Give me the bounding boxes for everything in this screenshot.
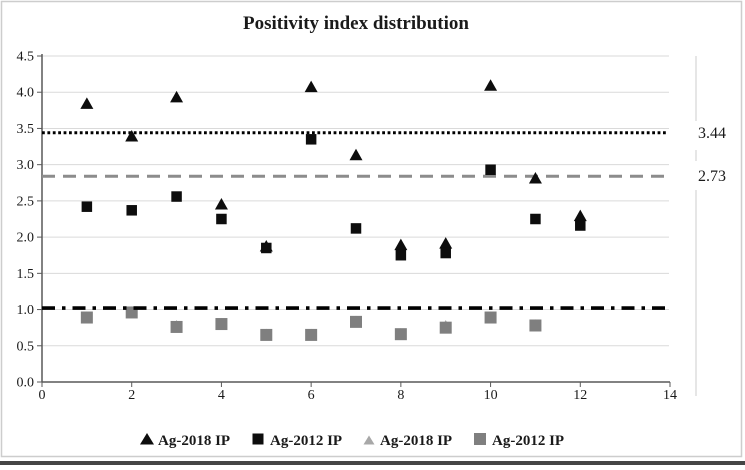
x-tick-label: 12	[573, 388, 587, 403]
data-point-series0	[528, 171, 542, 184]
data-point-series0	[484, 79, 498, 91]
data-point-series0	[80, 97, 94, 109]
data-point-series1	[81, 201, 93, 212]
data-point-series3	[484, 311, 497, 324]
data-point-series0	[349, 148, 363, 161]
x-tick-label: 10	[484, 388, 498, 403]
ref-line-label-273: 2.73	[698, 168, 726, 185]
x-tick-label: 14	[663, 388, 677, 403]
y-tick-label: 1.0	[17, 303, 35, 318]
data-point-series3	[170, 320, 183, 333]
legend-marker-black-square-icon	[252, 433, 264, 445]
legend: Ag-2018 IP Ag-2012 IP Ag-2018 IP Ag-2012…	[140, 433, 564, 449]
data-point-series1	[350, 223, 362, 234]
data-point-series3	[394, 328, 407, 341]
data-point-series1	[575, 220, 586, 231]
data-point-series3	[529, 319, 542, 332]
data-point-series0	[304, 80, 318, 93]
data-point-series3	[350, 315, 362, 328]
data-point-series1	[126, 205, 137, 216]
data-point-series1	[216, 213, 227, 225]
data-point-series3	[215, 318, 228, 331]
data-point-series0	[439, 237, 453, 249]
data-point-series0	[214, 198, 228, 210]
legend-label-ag2018-gray: Ag-2018 IP	[380, 433, 452, 449]
data-point-series3	[305, 328, 318, 341]
data-point-series3	[80, 311, 93, 324]
tick-labels: 0.0 0.5 1.0 1.5 2.0 2.5 3.0 3.5 4.0 4.5 0 2 4 6 8 10 12 1…	[17, 50, 678, 404]
legend-label-ag2018-black: Ag-2018 IP	[158, 433, 230, 449]
data-point-series1	[395, 249, 407, 261]
figure-bottom-edge	[0, 461, 745, 465]
y-tick-label: 3.0	[17, 158, 35, 173]
y-tick-label: 2.0	[17, 231, 35, 246]
x-tick-label: 0	[39, 388, 46, 403]
y-tick-label: 4.0	[17, 86, 35, 101]
data-point-series0	[394, 238, 408, 251]
data-point-series0	[125, 129, 139, 142]
black-series-layer	[80, 79, 587, 261]
data-point-series0	[573, 209, 587, 222]
x-tick-label: 4	[218, 388, 225, 403]
gray-series-layer	[80, 306, 542, 341]
data-point-series1	[305, 134, 317, 145]
y-tick-label: 0.0	[17, 376, 35, 391]
x-tick-label: 6	[308, 388, 315, 403]
legend-marker-black-triangle-icon	[140, 433, 154, 445]
data-point-series3	[260, 328, 273, 341]
axes	[37, 54, 671, 387]
y-tick-label: 1.5	[17, 267, 35, 282]
y-tick-label: 0.5	[17, 339, 35, 354]
legend-label-ag2012-black: Ag-2012 IP	[270, 433, 342, 449]
data-point-series3	[439, 321, 452, 334]
legend-marker-gray-square-icon	[474, 433, 486, 445]
y-tick-label: 3.5	[17, 122, 35, 137]
x-tick-label: 8	[397, 388, 404, 403]
ref-line-label-344: 3.44	[698, 125, 726, 142]
data-point-series1	[530, 213, 541, 225]
reference-lines	[42, 131, 667, 310]
legend-marker-gray-triangle-icon	[363, 435, 375, 445]
y-tick-label: 4.5	[17, 50, 35, 65]
figure-border	[0, 0, 743, 458]
legend-label-ag2012-gray: Ag-2012 IP	[492, 433, 564, 449]
data-point-series0	[170, 90, 184, 103]
data-point-series1	[485, 164, 496, 175]
data-point-series1	[171, 191, 182, 202]
data-point-series1	[440, 247, 451, 259]
x-tick-label: 2	[128, 388, 135, 403]
y-tick-label: 2.5	[17, 194, 35, 209]
data-point-series1	[261, 242, 272, 254]
chart-title: Positivity index distribution	[243, 13, 469, 34]
